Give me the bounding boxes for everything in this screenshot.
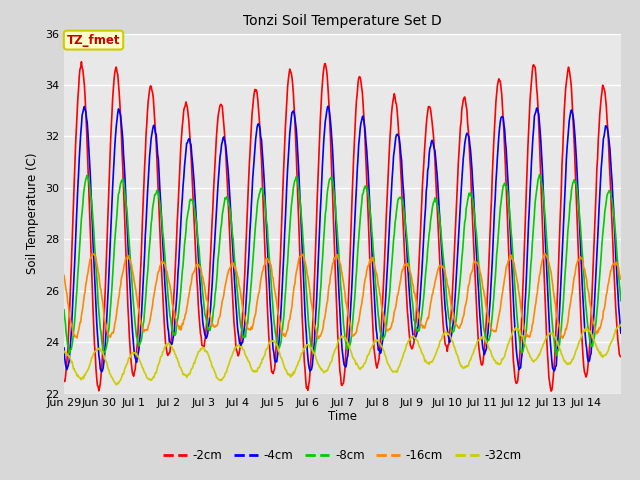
-8cm	[125, 242, 133, 248]
-4cm	[228, 240, 236, 246]
-8cm	[400, 205, 408, 211]
-32cm	[126, 355, 134, 360]
Y-axis label: Soil Temperature (C): Soil Temperature (C)	[26, 153, 39, 275]
Line: -4cm: -4cm	[64, 106, 621, 372]
-2cm	[432, 174, 440, 180]
-16cm	[314, 336, 322, 341]
-8cm	[228, 222, 236, 228]
-8cm	[255, 191, 263, 197]
-16cm	[276, 322, 284, 327]
-4cm	[277, 307, 285, 313]
-8cm	[276, 342, 284, 348]
-2cm	[77, 59, 85, 65]
-8cm	[536, 172, 543, 178]
-32cm	[228, 352, 236, 358]
-16cm	[125, 256, 133, 262]
Line: -2cm: -2cm	[64, 62, 621, 391]
-32cm	[401, 349, 408, 355]
Text: TZ_fmet: TZ_fmet	[67, 34, 120, 47]
Line: -8cm: -8cm	[64, 175, 621, 356]
-32cm	[432, 351, 440, 357]
-2cm	[617, 354, 625, 360]
-2cm	[277, 235, 285, 241]
-2cm	[126, 344, 134, 349]
Title: Tonzi Soil Temperature Set D: Tonzi Soil Temperature Set D	[243, 14, 442, 28]
Line: -32cm: -32cm	[64, 324, 621, 385]
-2cm	[256, 128, 264, 134]
-4cm	[433, 165, 440, 170]
-32cm	[60, 348, 68, 354]
-2cm	[60, 378, 68, 384]
-4cm	[324, 103, 332, 109]
-32cm	[617, 322, 625, 327]
-16cm	[541, 251, 548, 256]
-8cm	[431, 195, 439, 201]
-4cm	[256, 126, 264, 132]
-16cm	[432, 276, 440, 282]
-8cm	[553, 353, 561, 359]
-2cm	[228, 292, 236, 298]
-32cm	[113, 382, 120, 388]
-4cm	[60, 345, 68, 351]
-8cm	[617, 298, 625, 303]
-4cm	[617, 330, 625, 336]
-32cm	[256, 363, 264, 369]
-4cm	[98, 369, 106, 374]
-2cm	[547, 388, 555, 394]
-16cm	[228, 260, 236, 266]
-32cm	[277, 355, 285, 360]
-4cm	[401, 218, 409, 224]
-8cm	[60, 307, 68, 312]
-2cm	[401, 250, 408, 255]
-16cm	[60, 273, 68, 278]
X-axis label: Time: Time	[328, 410, 357, 423]
Line: -16cm: -16cm	[64, 253, 621, 338]
-16cm	[401, 262, 408, 267]
-16cm	[617, 276, 625, 282]
Legend: -2cm, -4cm, -8cm, -16cm, -32cm: -2cm, -4cm, -8cm, -16cm, -32cm	[159, 444, 526, 467]
-16cm	[255, 289, 263, 295]
-4cm	[126, 286, 134, 291]
